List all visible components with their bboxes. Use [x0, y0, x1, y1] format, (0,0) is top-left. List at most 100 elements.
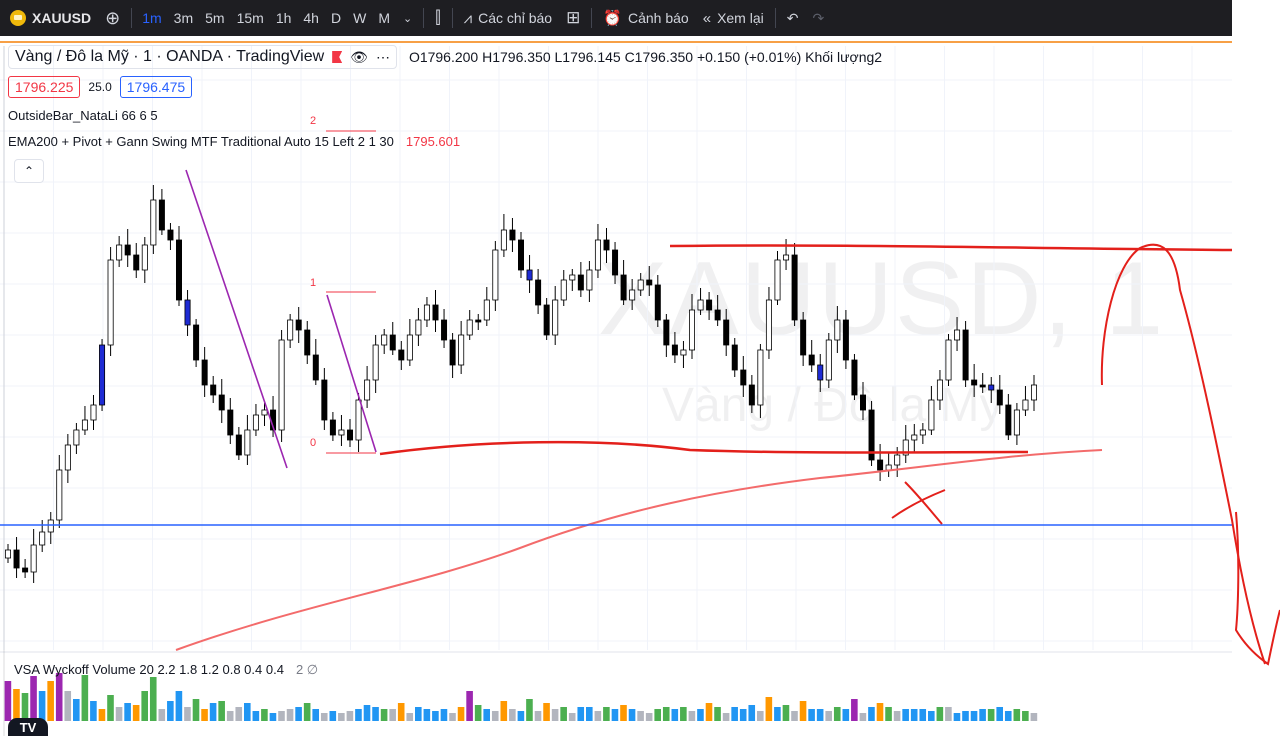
layouts-button[interactable]: ⊞ [559, 0, 587, 36]
candle-body [509, 229, 516, 241]
support-drawing [379, 440, 1029, 456]
volume-bar [329, 711, 337, 721]
undo-button[interactable]: ↶ [780, 0, 806, 36]
eye-icon[interactable]: 👁 [350, 48, 368, 65]
candle-body [637, 279, 644, 291]
volume-bar [928, 711, 935, 721]
volume-bar [543, 703, 550, 721]
candle-body [141, 244, 148, 271]
candle-body [90, 404, 97, 421]
candle-body [808, 354, 815, 366]
timeframe-w[interactable]: W [353, 10, 367, 26]
symbol-title-box[interactable]: Vàng / Đô la Mỹ · 1 · OANDA · TradingVie… [8, 45, 397, 69]
candle-body [364, 379, 371, 401]
volume-bar [491, 711, 499, 721]
flag-icon[interactable] [332, 51, 343, 63]
indicator-outsidebar[interactable]: OutsideBar_NataLi 66 6 5 [8, 108, 158, 123]
volume-bar [423, 709, 431, 721]
volume-bar [594, 711, 602, 721]
candle-body [355, 399, 362, 441]
candle-body [158, 199, 165, 231]
more-icon[interactable]: ⋯ [375, 48, 390, 65]
candle-body [441, 319, 448, 341]
compare-symbol-button[interactable]: ⊕ [98, 0, 127, 36]
volume-bar [90, 701, 97, 721]
symbol-selector[interactable]: XAUUSD [0, 0, 98, 36]
spread-value: 25.0 [88, 80, 112, 94]
volume-bar [338, 713, 345, 721]
toolbar-divider [591, 8, 593, 28]
volume-bar [859, 713, 867, 721]
candle-body [1005, 404, 1012, 436]
redo-button[interactable]: ↷ [805, 0, 831, 36]
gann-swing-line [185, 169, 288, 469]
volume-bar [1013, 709, 1021, 721]
volume-bar [38, 691, 46, 721]
volume-bar [1030, 713, 1038, 721]
volume-bar [141, 691, 148, 721]
tradingview-logo[interactable]: TV [8, 718, 48, 736]
volume-bar [910, 709, 918, 721]
timeframe-1m[interactable]: 1m [142, 10, 162, 26]
chart-legend: Vàng / Đô la Mỹ · 1 · OANDA · TradingVie… [8, 44, 882, 150]
candle-body [535, 279, 542, 306]
volume-bar [688, 711, 696, 721]
volume-bar [115, 707, 123, 721]
volume-bar [226, 711, 234, 721]
right-margin [1232, 0, 1280, 736]
timeframe-m[interactable]: M [378, 10, 390, 26]
volume-bar [372, 707, 379, 721]
alert-button[interactable]: ⏰ Cảnh báo [596, 0, 695, 36]
candle-body [842, 319, 849, 361]
candle-body [22, 567, 29, 573]
gann-swing-line [326, 294, 377, 453]
alert-label: Cảnh báo [628, 10, 689, 26]
candle-body [184, 299, 191, 326]
candle-body [885, 464, 892, 471]
candle-body [175, 239, 182, 301]
candle-body [124, 244, 131, 256]
chart-type-button[interactable]: ⫿ [428, 0, 447, 36]
timeframe-1h[interactable]: 1h [275, 10, 292, 26]
volume-bar [808, 709, 815, 721]
candle-body [287, 319, 294, 341]
volume-bar [406, 713, 414, 721]
timeframe-dropdown[interactable]: ⌄ [396, 0, 419, 36]
volume-bar [201, 709, 208, 721]
volume-bar [603, 707, 610, 721]
candle-body [492, 249, 499, 301]
indicators-button[interactable]: ⩘ Các chỉ báo [457, 0, 559, 36]
volume-bar [919, 709, 927, 721]
arrowhead-drawing [1234, 511, 1280, 666]
replay-button[interactable]: « Xem lại [696, 0, 771, 36]
indicator-ema-pivot[interactable]: EMA200 + Pivot + Gann Swing MTF Traditio… [8, 134, 882, 150]
volume-bar [697, 709, 704, 721]
candle-body [706, 299, 713, 311]
candle-body [791, 254, 798, 321]
candle-body [329, 419, 336, 436]
candle-body [423, 304, 430, 321]
timeframe-5m[interactable]: 5m [205, 10, 225, 26]
volume-bar [397, 703, 405, 721]
timeframe-15m[interactable]: 15m [236, 10, 264, 26]
volume-legend[interactable]: VSA Wyckoff Volume 20 2.2 1.8 1.2 0.8 0.… [14, 662, 318, 678]
candle-body [252, 414, 259, 431]
volume-bar [577, 707, 585, 721]
volume-bar [739, 709, 747, 721]
volume-bar [816, 709, 824, 721]
candle-body [783, 254, 790, 261]
volume-bar [791, 711, 798, 721]
candle-body [962, 329, 969, 381]
timeframe-d[interactable]: D [330, 10, 342, 26]
candle-body [56, 469, 63, 521]
volume-bar [654, 709, 661, 721]
timeframe-4h[interactable]: 4h [303, 10, 319, 26]
sell-price-button[interactable]: 1796.225 [8, 76, 81, 98]
buy-price-button[interactable]: 1796.475 [119, 76, 193, 98]
volume-bar [799, 701, 807, 721]
top-toolbar: XAUUSD ⊕ 1m 3m 5m 15m 1h 4h D W M ⌄ ⫿ ⩘ … [0, 0, 1232, 36]
timeframe-3m[interactable]: 3m [173, 10, 194, 26]
candle-body [338, 429, 345, 436]
collapse-legend-button[interactable]: ⌃ [14, 159, 44, 183]
